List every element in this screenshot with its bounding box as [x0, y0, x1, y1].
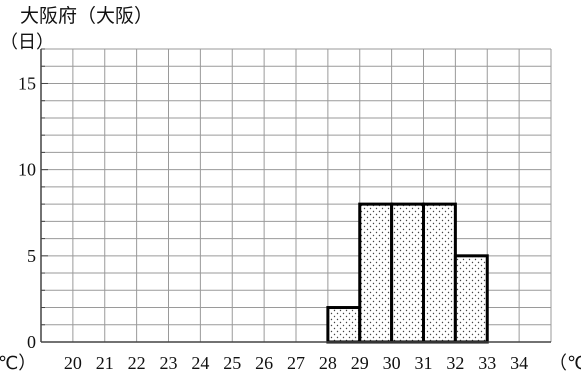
y-tick-label-15: 15 [18, 73, 36, 93]
bar-group [326, 202, 489, 344]
x-tick-label-27: 27 [287, 353, 305, 373]
histogram-bar-29-30 [358, 202, 394, 344]
x-tick-label-29: 29 [351, 353, 369, 373]
x-tick-label-33: 33 [478, 353, 496, 373]
y-tick-label-5: 5 [27, 246, 36, 266]
axis-group [40, 48, 551, 343]
histogram-bar-30-31 [390, 202, 425, 344]
tick-label-group: 0 5 10 15 20 21 22 23 24 25 26 27 28 29 30 31 32 33 34 [18, 73, 528, 373]
x-axis-unit-label: （℃） [549, 353, 581, 374]
x-tick-label-31: 31 [415, 353, 433, 373]
x-tick-label-30: 30 [383, 353, 401, 373]
histogram-bar-32-33 [453, 254, 489, 344]
x-tick-label-21: 21 [96, 353, 114, 373]
histogram-bar-31-32 [422, 202, 457, 344]
y-axis-unit-label: （日） [0, 32, 54, 53]
x-tick-label-28: 28 [319, 353, 337, 373]
histogram-bar-28-29 [326, 306, 362, 344]
x-tick-label-25: 25 [223, 353, 241, 373]
chart-title: 大阪府（大阪） [20, 5, 153, 27]
x-tick-label-23: 23 [160, 353, 178, 373]
y-tick-label-10: 10 [18, 160, 36, 180]
x-tick-label-32: 32 [446, 353, 464, 373]
x-tick-label-34: 34 [510, 353, 528, 373]
x-tick-label-24: 24 [191, 353, 209, 373]
x-tick-label-22: 22 [128, 353, 146, 373]
x-tick-label-20: 20 [64, 353, 82, 373]
x-axis-left-unit-label: ℃） [0, 353, 36, 374]
x-tick-label-26: 26 [255, 353, 273, 373]
y-tick-label-0: 0 [27, 332, 36, 352]
